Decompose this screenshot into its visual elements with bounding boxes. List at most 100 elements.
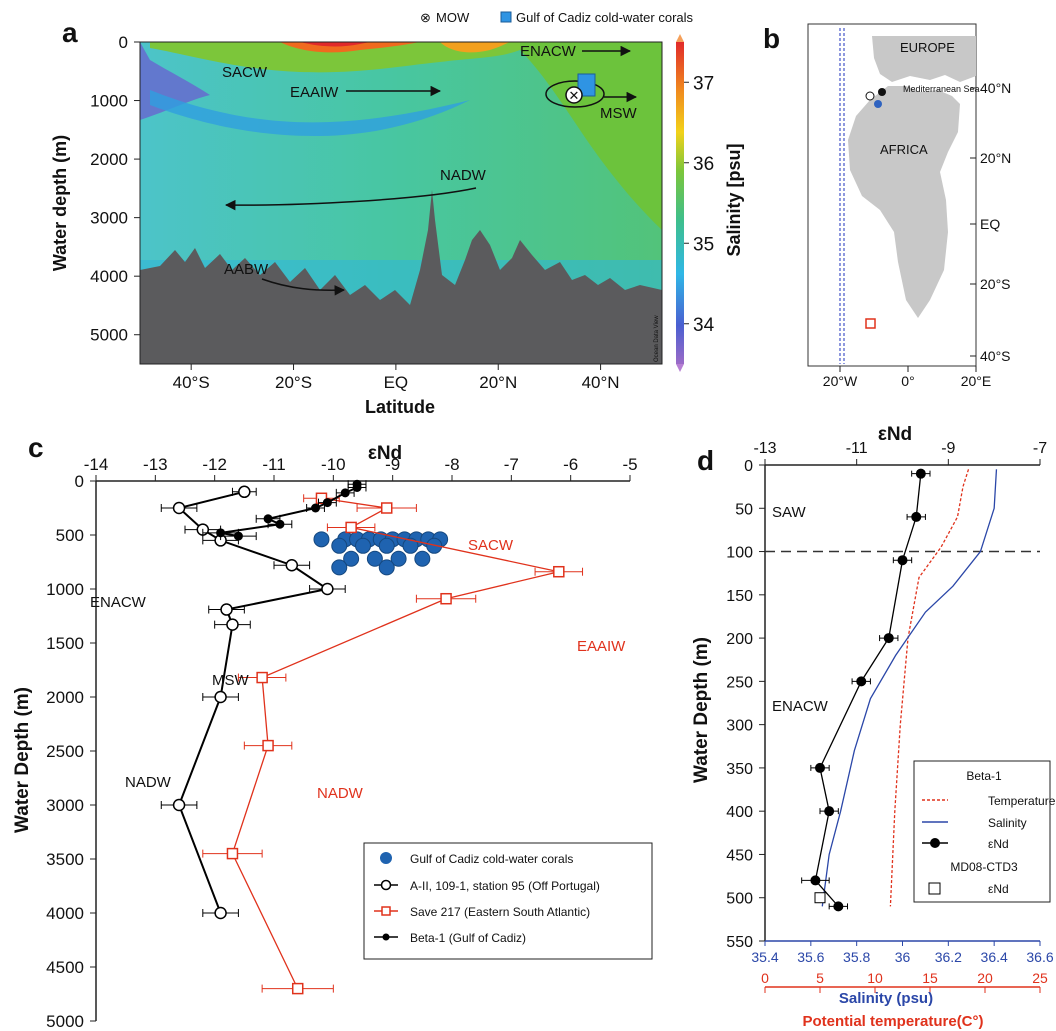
colorbar-ticks: 34 35 36 37 — [684, 73, 715, 336]
y-tick-label-d: 200 — [726, 631, 753, 648]
label-mediterranean: Mediterranean Sea — [903, 84, 980, 94]
salinity-tick-label: 35.8 — [843, 949, 870, 965]
colorbar-tick-label: 35 — [693, 234, 714, 255]
lat-tick-label: 40°S — [980, 348, 1011, 364]
label-nadw-c-red: NADW — [317, 785, 364, 802]
label-africa: AFRICA — [880, 142, 928, 157]
legend-corals: Gulf of Cadiz cold-water corals — [516, 10, 694, 25]
point-beta1-d — [897, 555, 908, 566]
panel-c-axes: -14 -13 -12 -11 -10 -9 -8 -7 -6 -5 0 500 1000 1500 200… — [46, 455, 637, 1031]
label-enacw-c: ENACW — [90, 594, 147, 611]
x-tick-label-c: -13 — [143, 455, 168, 474]
lon-tick-label: 20°E — [961, 373, 992, 389]
y-tick-label-a: 0 — [119, 33, 128, 52]
coral-point — [414, 550, 431, 567]
y-tick-label-a: 4000 — [90, 267, 128, 286]
coral-square-icon — [500, 11, 512, 23]
coral-point — [378, 537, 395, 554]
y-tick-label-c: 4000 — [46, 904, 84, 923]
lat-tick-label: 20°S — [980, 276, 1011, 292]
panel-b-label: b — [763, 23, 780, 54]
site-portugal — [865, 91, 875, 101]
label-msw: MSW — [600, 105, 638, 122]
salinity-tick-label: 35.4 — [751, 949, 778, 965]
point-portugal — [214, 690, 227, 704]
panel-c-ylabel: Water Depth (m) — [12, 687, 33, 833]
y-tick-label-c: 5000 — [46, 1012, 84, 1031]
salinity-tick-label: 36 — [895, 949, 911, 965]
colorbar-label: Salinity [psu] — [724, 143, 744, 256]
y-tick-label-d: 50 — [735, 501, 753, 518]
colorbar-tick-label: 37 — [693, 73, 714, 94]
x-tick-label-a: 40°S — [173, 373, 210, 392]
point-beta1 — [233, 531, 243, 541]
y-tick-label-a: 2000 — [90, 150, 128, 169]
panel-a-xlabel: Latitude — [365, 397, 435, 417]
panel-b: b EUROPE Mediterranean Sea AFRICA 40°N 20… — [763, 23, 1011, 389]
point-portugal — [172, 501, 186, 515]
label-saw: SAW — [772, 504, 806, 521]
site-corals — [874, 100, 882, 108]
africa-landmass — [848, 86, 960, 318]
mow-symbol-icon: ⊗ — [420, 10, 431, 25]
label-enacw-d: ENACW — [772, 698, 829, 715]
coral-site-icon — [577, 73, 596, 97]
coral-point — [343, 550, 360, 567]
panel-a-label: a — [62, 17, 78, 48]
panel-c-legend: Gulf of Cadiz cold-water corals A-II, 10… — [363, 842, 653, 960]
panel-c-plot — [160, 479, 584, 995]
label-enacw: ENACW — [520, 43, 577, 60]
arrow-nadw — [224, 187, 477, 211]
salinity-tick-label: 35.6 — [797, 949, 824, 965]
legend-c-save: Save 217 (Eastern South Atlantic) — [410, 905, 590, 919]
end-line-d — [814, 473, 922, 907]
legend-d-temp: Temperature — [988, 794, 1056, 808]
label-sacw: SACW — [222, 64, 268, 81]
end-tick-label: -7 — [1033, 440, 1047, 457]
label-eaaiw-c: EAAIW — [577, 638, 626, 655]
coral-point — [331, 559, 348, 576]
salinity-tick-label: 36.2 — [935, 949, 962, 965]
point-beta1-d — [833, 901, 844, 912]
label-eaaiw: EAAIW — [290, 84, 339, 101]
panel-d: d εNd Water Depth (m) -13 -11 -9 -705010015… — [691, 424, 1056, 1030]
temperature-tick-label: 0 — [761, 970, 769, 986]
coral-point — [331, 537, 348, 554]
panel-c-xlabel: εNd — [368, 443, 402, 464]
y-tick-label-c: 1000 — [46, 580, 84, 599]
x-tick-label-a: 20°N — [479, 373, 517, 392]
point-beta1-d — [911, 511, 922, 522]
legend-d-end1: εNd — [988, 837, 1009, 851]
site-save217 — [865, 318, 876, 329]
y-tick-label-a: 5000 — [90, 326, 128, 345]
svg-text:✕: ✕ — [569, 88, 580, 103]
y-tick-label-a: 3000 — [90, 209, 128, 228]
point-beta1-d — [883, 633, 894, 644]
point-beta1-d — [915, 468, 926, 479]
x-tick-label-c: -7 — [504, 455, 519, 474]
lat-tick-label: EQ — [980, 216, 1000, 232]
y-tick-label-d: 450 — [726, 847, 753, 864]
point-beta1-d — [856, 676, 867, 687]
panel-a-annotations: SACW ENACW EAAIW ✕ MSW NADW AABW — [222, 43, 638, 296]
label-europe: EUROPE — [900, 40, 955, 55]
x-tick-label-c: -14 — [84, 455, 109, 474]
point-portugal — [226, 618, 239, 631]
site-beta1 — [878, 88, 886, 96]
y-tick-label-d: 350 — [726, 761, 753, 778]
point-beta1 — [352, 482, 362, 492]
panel-d-ylabel: Water Depth (m) — [691, 637, 712, 783]
point-beta1-d — [824, 806, 835, 817]
y-tick-label-d: 400 — [726, 804, 753, 821]
y-tick-label-d: 550 — [726, 934, 753, 951]
temperature-tick-label: 5 — [816, 970, 824, 986]
point-portugal — [285, 558, 299, 572]
y-tick-label-d: 300 — [726, 718, 753, 735]
arrow-aabw — [261, 278, 346, 296]
label-nadw-c: NADW — [125, 774, 172, 791]
legend-d-md08: MD08-CTD3 — [950, 860, 1018, 874]
legend-c-corals: Gulf of Cadiz cold-water corals — [410, 852, 573, 866]
panel-a-axes: 40°S 20°S EQ 20°N 40°N 0 1000 2000 3000 4000 5000 — [90, 33, 619, 392]
panel-c: c εNd Water Depth (m) -14 -13 -12 -11 -10 -9-… — [12, 432, 653, 1031]
